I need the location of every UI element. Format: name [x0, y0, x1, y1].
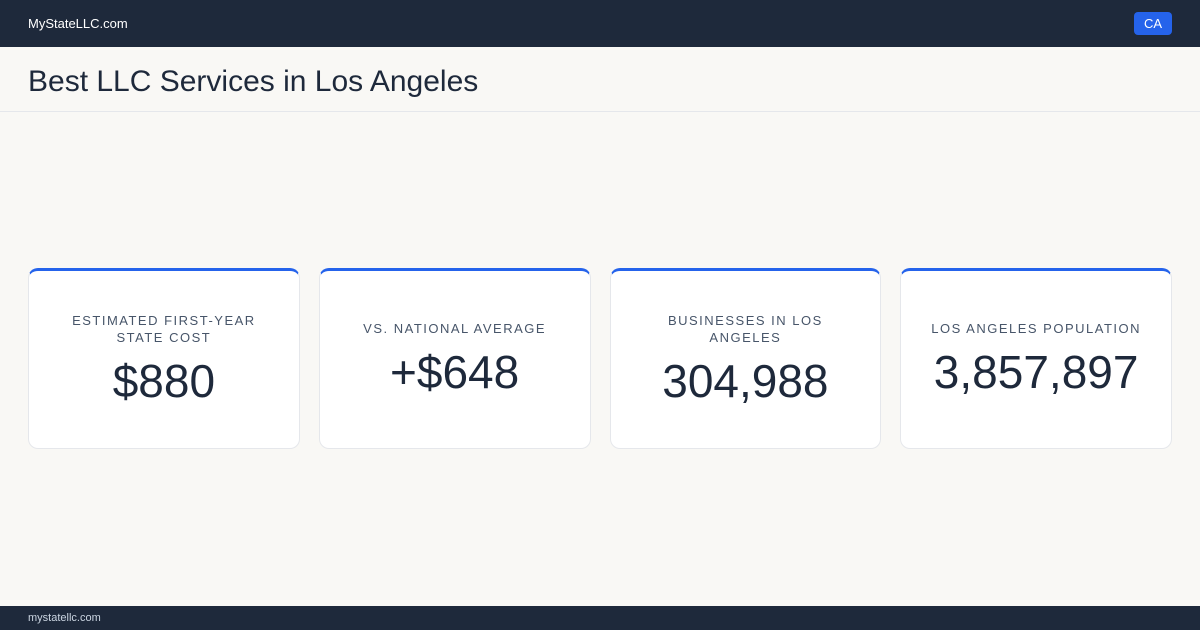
stat-label: Businesses in Los Angeles [667, 312, 823, 345]
stat-card: Estimated first-year state cost $880 [28, 268, 300, 449]
stat-value: 304,988 [662, 354, 829, 407]
page-title: Best LLC Services in Los Angeles [28, 65, 479, 98]
stat-card: Businesses in Los Angeles 304,988 [609, 268, 882, 449]
stat-value: $880 [112, 354, 216, 407]
brand[interactable]: MyStateLLC.com [28, 16, 128, 31]
top-bar: MyStateLLC.com CA [0, 0, 1200, 47]
stat-value: +$648 [390, 346, 520, 398]
stat-label: Los Angeles population [931, 321, 1141, 336]
state-badge[interactable]: CA [1133, 12, 1172, 35]
stat-card: Los Angeles population 3,857,897 [900, 268, 1172, 449]
page-header: Best LLC Services in Los Angeles [0, 47, 1200, 112]
stat-label: Estimated first-year state cost [72, 312, 256, 345]
stat-card: vs. national average +$648 [318, 268, 591, 449]
footer-url: mystatellc.com [28, 612, 101, 624]
stat-label: vs. national average [363, 321, 547, 336]
stat-cards: Estimated first-year state cost $880 vs. n… [28, 268, 1172, 449]
stat-value: 3,857,897 [933, 346, 1139, 398]
footer: mystatellc.com [0, 606, 1200, 630]
